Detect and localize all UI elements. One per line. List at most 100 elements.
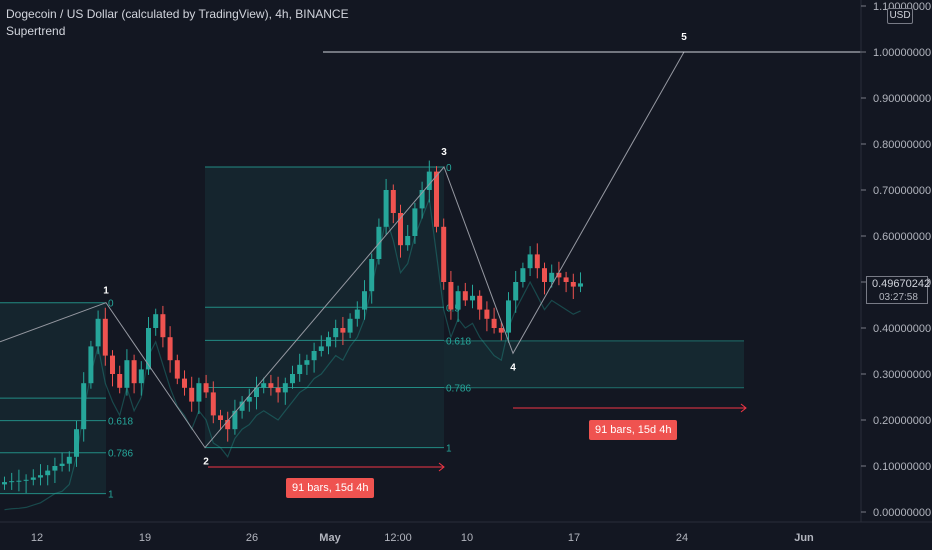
candle-body	[340, 328, 346, 333]
candle-body	[527, 254, 533, 269]
candle-body	[246, 397, 252, 402]
range-arrow-head	[740, 403, 747, 413]
range-label-1[interactable]: 91 bars, 15d 4h	[286, 478, 375, 498]
target-zone-box	[444, 340, 744, 388]
candle-body	[167, 337, 173, 361]
candle-body	[419, 190, 425, 209]
candle-body	[254, 387, 259, 397]
fib-level-label: 0	[446, 163, 452, 174]
time-tick-label: 19	[139, 532, 151, 544]
price-axis[interactable]: 1.100000001.000000000.900000000.80000000…	[861, 1, 931, 519]
symbol-title[interactable]: Dogecoin / US Dollar (calculated by Trad…	[6, 7, 349, 21]
candle-body	[30, 477, 36, 480]
candle-body	[498, 328, 504, 333]
fib-level-label: 0.618	[108, 417, 133, 428]
time-tick-label: Jun	[794, 532, 814, 544]
candle-body	[297, 364, 303, 374]
time-tick-label: 12	[31, 532, 43, 544]
candle-body	[146, 328, 151, 370]
candle-body	[52, 466, 58, 471]
candle-body	[542, 268, 547, 282]
candle-body	[290, 374, 295, 384]
candle-body	[182, 378, 187, 388]
candle-body	[448, 282, 454, 310]
candle-body	[45, 470, 51, 476]
wave-path	[0, 51, 685, 449]
candle-body	[95, 318, 101, 347]
candle-body	[261, 383, 267, 388]
candle-body	[354, 309, 360, 319]
candle-body	[304, 360, 310, 365]
candle-body	[570, 282, 576, 287]
wave-label: 1	[103, 286, 109, 297]
candle-body	[470, 295, 475, 301]
candle-body	[232, 410, 238, 430]
candle-body	[333, 328, 339, 338]
candle-body	[66, 456, 72, 464]
range-label-2[interactable]: 91 bars, 15d 4h	[589, 420, 678, 440]
price-tick-label: 0.20000000	[873, 415, 931, 427]
price-tick-label: 0.40000000	[873, 323, 931, 335]
candle-body	[318, 346, 324, 351]
time-axis[interactable]: 12 19 26 May 12:00 10 17 24 Jun	[31, 532, 814, 544]
candle-body	[110, 355, 115, 374]
range-boxes	[0, 167, 744, 494]
candle-body	[9, 481, 15, 483]
candle-body	[153, 314, 159, 328]
candle-body	[462, 291, 468, 301]
wave-label: 4	[510, 362, 516, 373]
price-tick-label: 1.00000000	[873, 47, 931, 59]
candlestick-series	[2, 160, 583, 494]
candle-body	[196, 383, 202, 402]
candle-body	[326, 337, 331, 347]
candle-body	[124, 360, 130, 388]
fib-level-label: 0.786	[108, 449, 133, 460]
candle-body	[225, 420, 231, 430]
time-tick-label: 24	[676, 532, 688, 544]
candle-body	[203, 383, 209, 393]
wave-label: 2	[203, 457, 209, 468]
candle-body	[347, 318, 353, 333]
fib-level-label: 1	[108, 490, 114, 501]
candle-body	[405, 236, 411, 246]
candle-body	[362, 291, 367, 310]
candle-body	[16, 480, 22, 482]
candle-body	[369, 259, 375, 292]
range-arrow-head	[438, 462, 445, 472]
wave-label: 3	[441, 147, 447, 158]
candle-body	[174, 360, 180, 379]
candle-body	[398, 213, 403, 246]
candle-body	[578, 283, 583, 287]
candle-body	[426, 171, 432, 190]
supertrend-bands	[4, 198, 581, 511]
fib-level-label: 0.786	[446, 384, 471, 395]
time-tick-label: 17	[568, 532, 580, 544]
candle-body	[239, 401, 245, 411]
supertrend-line	[4, 198, 581, 511]
price-tick-label: 0.70000000	[873, 185, 931, 197]
candle-body	[455, 291, 461, 310]
candle-body	[520, 268, 526, 282]
candle-body	[189, 387, 195, 402]
indicator-name[interactable]: Supertrend	[6, 24, 66, 38]
candle-body	[434, 171, 439, 227]
candle-body	[102, 318, 108, 356]
candle-body	[412, 208, 418, 236]
candle-body	[563, 277, 569, 282]
candle-body	[268, 383, 274, 388]
time-tick-label: 26	[246, 532, 258, 544]
elliott-wave-lines: 1 2 3 4 5	[0, 32, 861, 468]
bar-countdown: 03:27:58	[879, 291, 918, 303]
candle-body	[74, 429, 79, 457]
chart-legend: Dogecoin / US Dollar (calculated by Trad…	[6, 6, 349, 40]
candle-body	[88, 346, 94, 384]
fib-level-label: 1	[446, 444, 452, 455]
candle-body	[131, 360, 137, 384]
candle-body	[484, 309, 490, 319]
candle-body	[513, 282, 519, 301]
fib-level-label: 0	[108, 299, 114, 310]
currency-badge[interactable]: USD	[887, 8, 913, 24]
candle-body	[506, 300, 511, 333]
